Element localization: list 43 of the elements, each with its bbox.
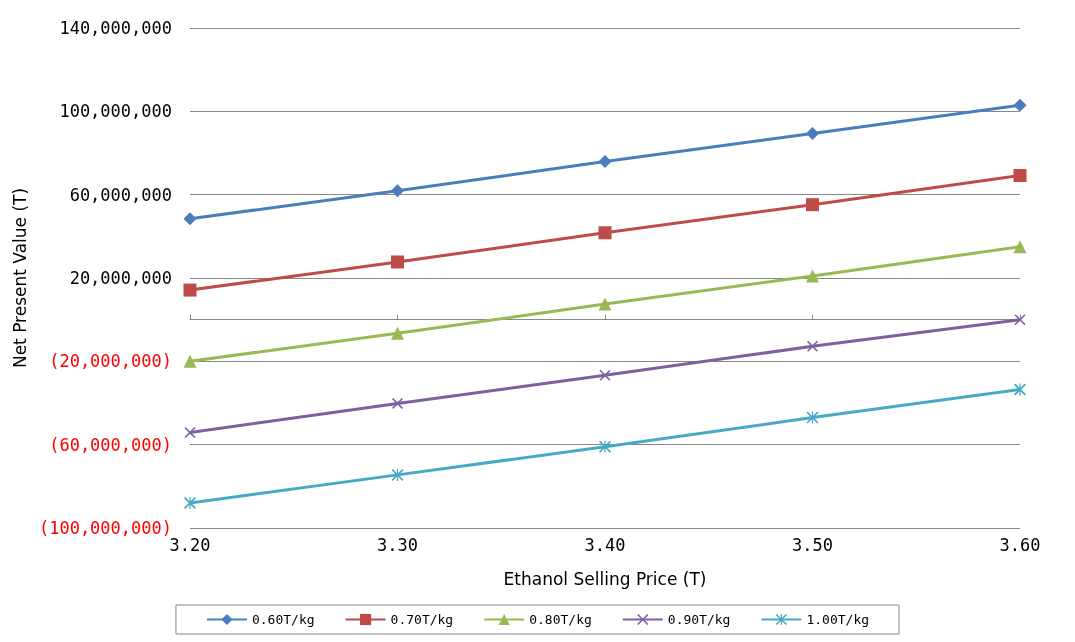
point: [1013, 98, 1027, 112]
point: [1014, 314, 1026, 326]
point: [183, 354, 197, 368]
point: [183, 212, 197, 226]
point: [599, 440, 611, 453]
point: [391, 326, 404, 340]
point: [391, 184, 404, 198]
point: [598, 155, 612, 169]
point: [806, 198, 819, 212]
point: [183, 283, 197, 297]
point: [392, 397, 403, 409]
legend-label: 0.80T/kg: [529, 612, 592, 627]
y-tick-label: (20,000,000): [49, 351, 172, 372]
x-tick-label: 3.40: [584, 534, 626, 555]
point: [806, 269, 819, 283]
y-tick-label: 20,000,000: [69, 268, 172, 288]
y-tick-label: 140,000,000: [59, 18, 172, 38]
y-tick-label: 100,000,000: [59, 101, 172, 122]
point: [599, 369, 611, 381]
point: [807, 340, 818, 352]
x-tick-label: 3.50: [792, 534, 833, 555]
y-tick-label: (60,000,000): [49, 434, 172, 455]
point: [806, 411, 819, 424]
legend-label: 0.90T/kg: [667, 612, 731, 627]
point: [598, 297, 612, 311]
point: [184, 427, 196, 439]
point: [1013, 169, 1027, 182]
y-tick-label: (100,000,000): [38, 518, 172, 538]
point: [184, 497, 196, 509]
x-tick-label: 3.20: [169, 534, 211, 555]
point: [391, 255, 404, 269]
x-axis-title: Ethanol Selling Price (T): [503, 568, 707, 589]
point: [1013, 240, 1027, 254]
legend-label: 0.70T/kg: [390, 612, 454, 627]
x-tick-label: 3.30: [377, 534, 418, 555]
point: [806, 126, 819, 140]
y-tick-label: 60,000,000: [69, 184, 172, 205]
x-tick-label: 3.60: [999, 534, 1041, 555]
y-axis-title: Net Present Value (T): [9, 187, 30, 369]
point: [1014, 383, 1026, 396]
point: [598, 226, 612, 240]
legend-label: 0.60T/kg: [251, 612, 315, 627]
legend-label: 1.00T/kg: [806, 612, 870, 627]
